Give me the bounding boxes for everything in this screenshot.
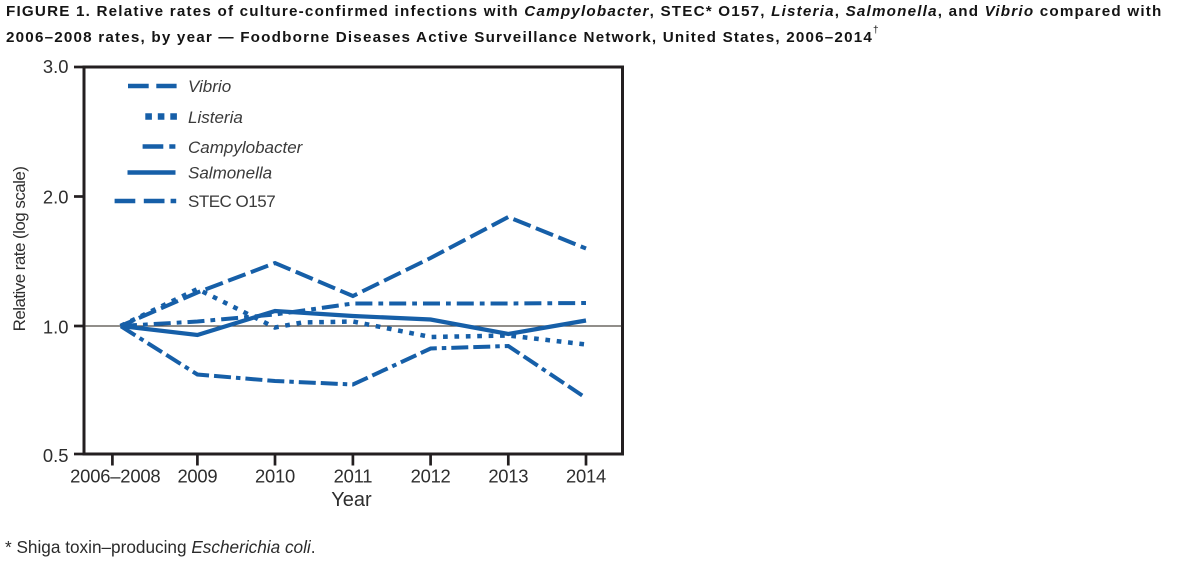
- svg-text:2014: 2014: [566, 465, 606, 486]
- svg-text:2011: 2011: [334, 465, 373, 486]
- svg-text:STEC O157: STEC O157: [188, 192, 275, 211]
- svg-text:Year: Year: [331, 489, 372, 511]
- svg-text:2006–2008: 2006–2008: [70, 465, 160, 486]
- svg-text:2009: 2009: [177, 465, 217, 486]
- svg-text:2010: 2010: [255, 465, 295, 486]
- svg-text:0.5: 0.5: [43, 445, 69, 466]
- svg-text:Campylobacter: Campylobacter: [188, 138, 304, 157]
- svg-text:2013: 2013: [488, 465, 528, 486]
- svg-text:Relative rate (log scale): Relative rate (log scale): [10, 167, 29, 332]
- svg-text:1.0: 1.0: [43, 316, 69, 337]
- svg-text:Salmonella: Salmonella: [188, 163, 272, 182]
- svg-text:Listeria: Listeria: [188, 108, 243, 127]
- svg-text:3.0: 3.0: [43, 56, 69, 77]
- svg-text:Vibrio: Vibrio: [188, 77, 231, 96]
- svg-text:2.0: 2.0: [43, 186, 69, 207]
- svg-text:2012: 2012: [411, 465, 451, 486]
